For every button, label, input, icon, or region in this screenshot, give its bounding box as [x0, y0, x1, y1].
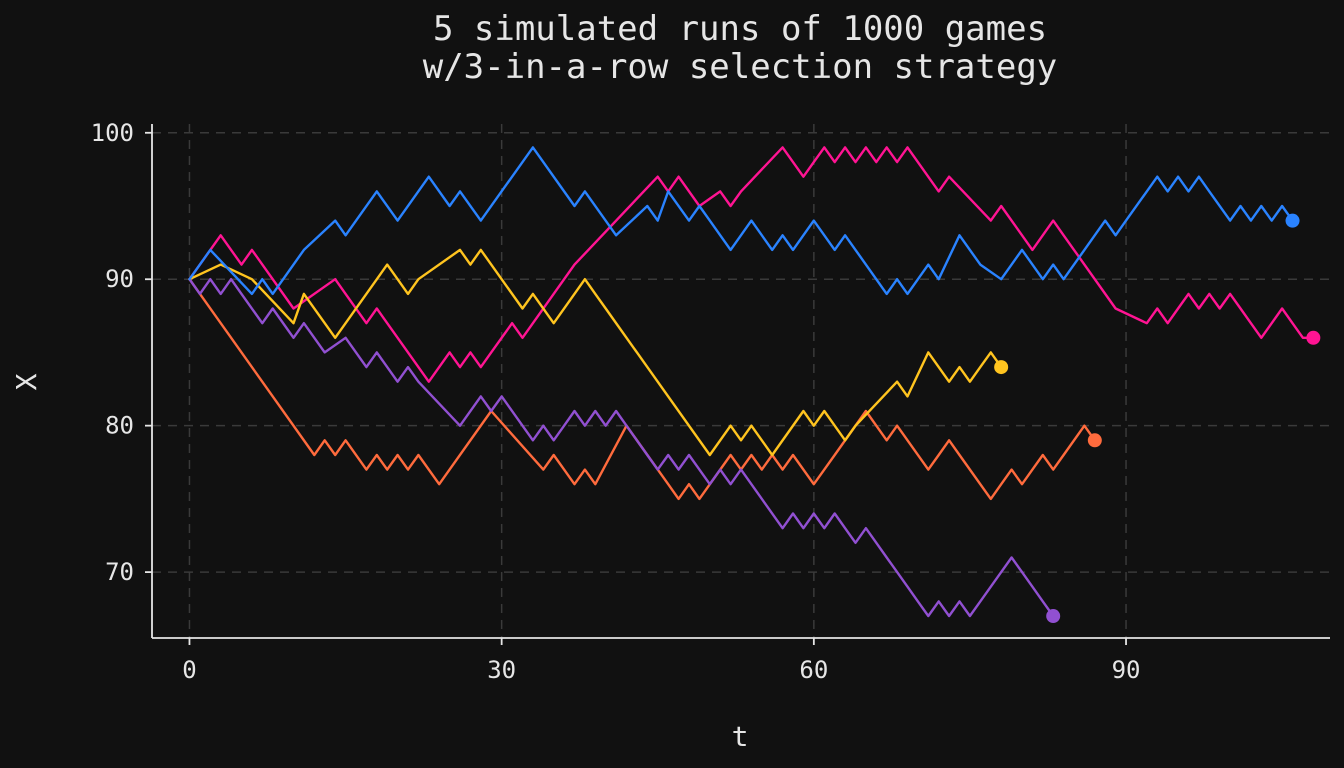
- series-end-marker-3: [994, 360, 1009, 375]
- grid-lines: [152, 124, 1330, 638]
- series-line-5: [188, 146, 1294, 296]
- y-tick-label: 70: [105, 558, 134, 586]
- series-line-3: [188, 248, 1003, 457]
- axes: [145, 124, 1330, 645]
- x-tick-label: 0: [182, 656, 196, 684]
- y-tick-label: 90: [105, 265, 134, 293]
- y-tick-label: 100: [91, 119, 134, 147]
- x-tick-label: 90: [1112, 656, 1141, 684]
- chart-title-line-2: w/3-in-a-row selection strategy: [423, 47, 1058, 87]
- chart-title-line-1: 5 simulated runs of 1000 games: [433, 9, 1047, 49]
- x-tick-label: 60: [799, 656, 828, 684]
- y-axis-label: X: [10, 373, 43, 390]
- series-end-marker-1: [1306, 330, 1321, 345]
- tick-labels: 0 30 60 90 70 80 90 100: [91, 119, 1141, 684]
- series-end-marker-2: [1087, 433, 1102, 448]
- series-group: [188, 146, 1315, 618]
- series-line-2: [188, 278, 1097, 501]
- series-line-1: [188, 146, 1315, 383]
- x-axis-label: t: [732, 720, 749, 753]
- series-line-4: [188, 278, 1055, 618]
- series-end-marker-5: [1285, 213, 1300, 228]
- series-end-marker-4: [1046, 609, 1061, 624]
- y-tick-label: 80: [105, 412, 134, 440]
- end-markers: [994, 213, 1321, 624]
- x-tick-label: 30: [487, 656, 516, 684]
